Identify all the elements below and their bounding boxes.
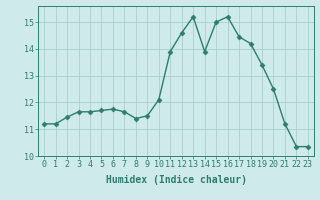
X-axis label: Humidex (Indice chaleur): Humidex (Indice chaleur) [106,175,246,185]
